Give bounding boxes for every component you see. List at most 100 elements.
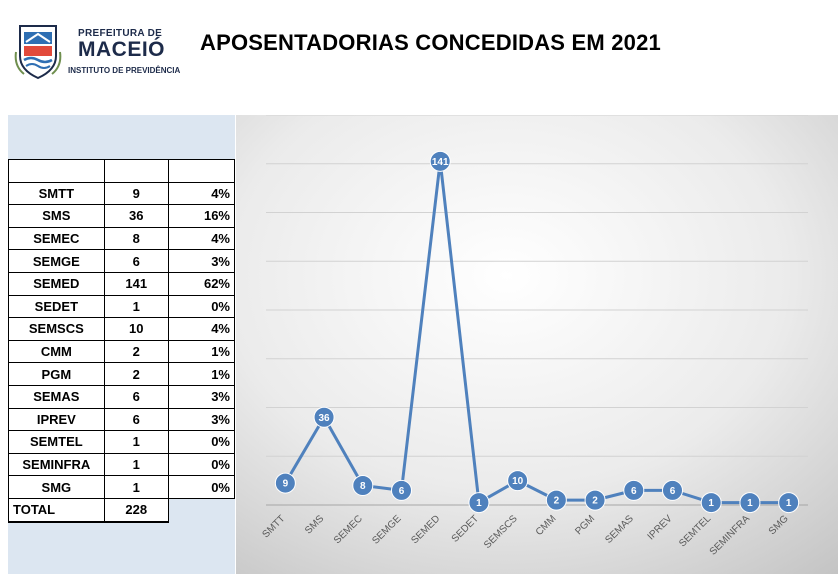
row-count: 6 [103, 249, 169, 273]
row-count: 9 [103, 181, 169, 206]
table-row: CMM 2 1% [8, 339, 236, 364]
table-row: SEDET 1 0% [8, 294, 236, 319]
table-row: SEMEC 8 4% [8, 226, 236, 251]
data-label: 1 [747, 498, 753, 509]
table-row: SEMED 141 62% [8, 271, 236, 296]
data-point [391, 479, 412, 501]
logo-line3: INSTITUTO DE PREVIDÊNCIA [68, 66, 181, 75]
data-label: 6 [670, 486, 676, 497]
row-percent: 16% [167, 204, 236, 228]
row-percent: 1% [167, 362, 236, 386]
row-count: 2 [103, 339, 169, 364]
data-point [274, 472, 296, 494]
row-label: SEMAS [8, 384, 105, 409]
row-count: 1 [103, 475, 169, 499]
table-row: SEMGE 6 3% [8, 249, 236, 273]
row-label: SMG [8, 475, 105, 499]
table-row: SMTT 9 4% [8, 181, 236, 206]
row-count: 36 [103, 204, 169, 228]
data-label: 2 [554, 496, 560, 507]
table-row: SEMINFRA 1 0% [8, 452, 236, 477]
table-row: SMG 1 0% [8, 475, 236, 499]
table-header-cell [103, 159, 169, 183]
table-row: SEMAS 6 3% [8, 384, 236, 409]
row-percent: 0% [167, 475, 236, 499]
table-header-cell [167, 159, 236, 183]
table-row: SMS 36 16% [8, 204, 236, 228]
row-label: SEMGE [8, 249, 105, 273]
row-count: 1 [103, 430, 169, 454]
gridlines [266, 114, 808, 506]
row-label: IPREV [8, 407, 105, 432]
data-point [313, 406, 335, 428]
total-label: TOTAL [8, 497, 105, 523]
row-count: 1 [103, 452, 169, 477]
row-label: SMS [8, 204, 105, 228]
row-count: 10 [103, 317, 169, 341]
row-count: 8 [103, 226, 169, 251]
row-count: 1 [103, 294, 169, 319]
row-percent: 4% [167, 226, 236, 251]
data-point [429, 150, 451, 172]
row-percent: 4% [167, 181, 236, 206]
row-label: SEMINFRA [8, 452, 105, 477]
plot-background [236, 115, 838, 574]
table-row: IPREV 6 3% [8, 407, 236, 432]
table-total-row: TOTAL 228 [8, 497, 235, 523]
row-percent: 0% [167, 430, 236, 454]
table-row: SEMTEL 1 0% [8, 430, 236, 454]
row-label: CMM [8, 339, 105, 364]
data-label: 141 [432, 157, 449, 168]
data-point [468, 492, 490, 514]
header: PREFEITURA DE MACEIÓ INSTITUTO DE PREVID… [0, 0, 840, 112]
row-count: 2 [103, 362, 169, 386]
row-label: SMTT [8, 181, 105, 206]
row-percent: 62% [167, 271, 236, 296]
row-label: SEMED [8, 271, 105, 296]
row-label: SEMTEL [8, 430, 105, 454]
data-point [700, 492, 722, 514]
row-count: 6 [103, 384, 169, 409]
data-label: 2 [592, 496, 598, 507]
data-point [507, 470, 529, 492]
data-markers: 9 36 8 6 141 1 10 2 2 6 6 1 1 1 [274, 150, 800, 514]
data-label: 6 [399, 486, 405, 497]
row-count: 6 [103, 407, 169, 432]
data-label: 1 [786, 498, 792, 509]
row-label: PGM [8, 362, 105, 386]
row-count: 141 [103, 271, 169, 296]
data-label: 1 [476, 498, 482, 509]
data-point [739, 492, 761, 514]
data-table: SMTT 9 4% SMS 36 16% SEMEC 8 4% SEMGE 6 3% SEMED 141 6… [8, 159, 236, 523]
logo-line2: MACEIÓ [78, 38, 165, 61]
page-title: APOSENTADORIAS CONCEDIDAS EM 2021 [200, 30, 661, 55]
data-point [662, 479, 683, 501]
row-percent: 3% [167, 249, 236, 273]
data-label: 10 [512, 476, 524, 487]
table-header-row [8, 159, 236, 183]
data-label: 6 [631, 486, 637, 497]
row-label: SEMEC [8, 226, 105, 251]
data-point [584, 489, 606, 511]
total-empty-cell [167, 497, 235, 522]
logo-line1: PREFEITURA DE [78, 28, 163, 39]
data-label: 1 [708, 498, 714, 509]
row-percent: 4% [167, 317, 236, 341]
row-percent: 3% [167, 384, 236, 409]
data-point [623, 479, 645, 501]
data-point [545, 489, 567, 511]
row-percent: 1% [167, 339, 236, 364]
row-percent: 3% [167, 407, 236, 432]
data-point [352, 475, 374, 496]
row-percent: 0% [167, 294, 236, 319]
row-percent: 0% [167, 452, 236, 477]
table-row: SEMSCS 10 4% [8, 317, 236, 341]
table-row: PGM 2 1% [8, 362, 236, 386]
city-seal-icon [14, 25, 62, 80]
row-label: SEDET [8, 294, 105, 319]
table-header-cell [8, 159, 105, 183]
data-point [778, 492, 800, 514]
row-label: SEMSCS [8, 317, 105, 341]
data-label: 8 [360, 481, 366, 492]
